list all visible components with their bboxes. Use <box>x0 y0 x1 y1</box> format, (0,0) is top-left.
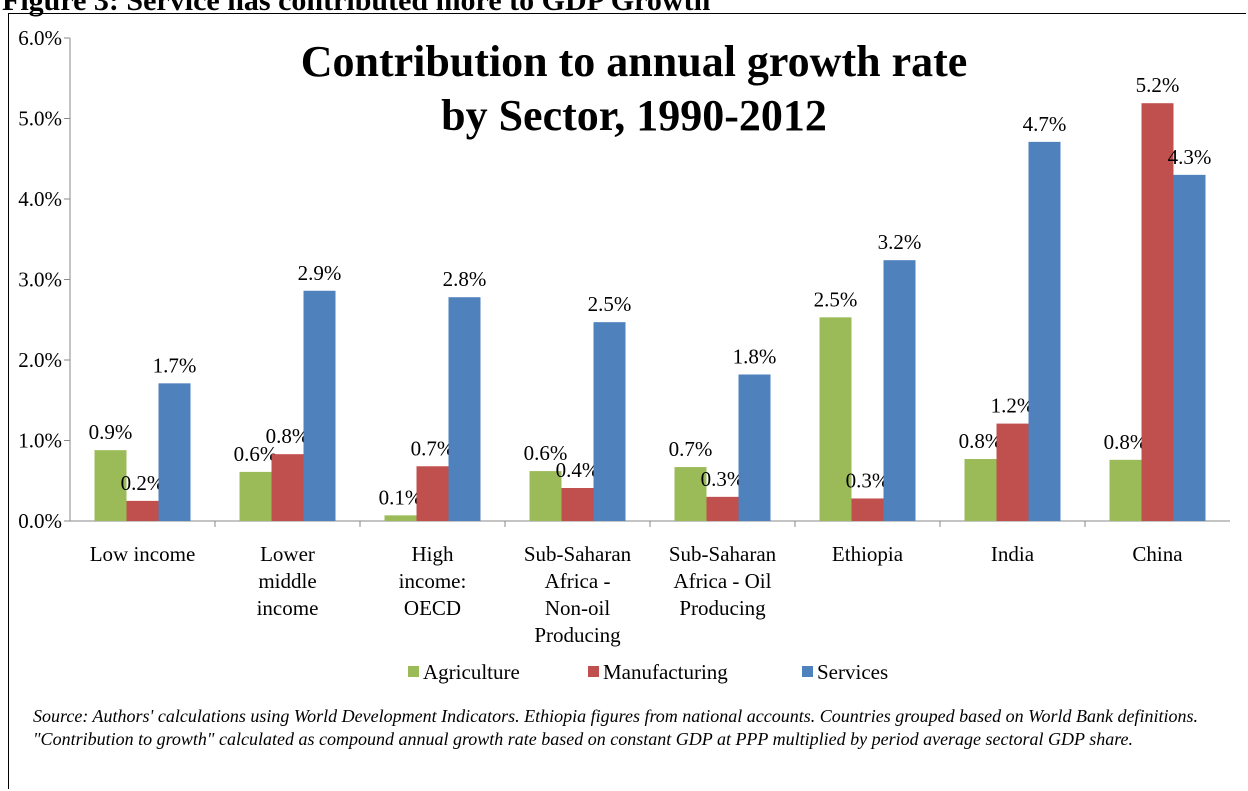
data-label: 0.6% <box>524 441 568 465</box>
data-label: 0.8% <box>266 424 310 448</box>
bar-agriculture <box>529 471 562 521</box>
bar-agriculture <box>964 459 997 521</box>
bar-agriculture <box>819 317 852 521</box>
chart-frame <box>8 13 1246 789</box>
y-tick-label: 4.0% <box>18 187 62 211</box>
y-tick-label: 2.0% <box>18 348 62 372</box>
x-category-label: Ethiopia <box>832 542 904 566</box>
data-label: 2.8% <box>443 267 487 291</box>
bar-services <box>303 290 336 521</box>
x-category-label: Sub-Saharan <box>524 542 632 566</box>
bar-manufacturing <box>706 496 739 521</box>
bar-services <box>1173 174 1206 521</box>
bar-agriculture <box>239 471 272 521</box>
bar-services <box>738 374 771 521</box>
source-note: Source: Authors' calculations using Worl… <box>33 706 1198 749</box>
data-label: 0.4% <box>556 458 600 482</box>
bar-manufacturing <box>851 498 884 521</box>
bar-services <box>593 322 626 521</box>
x-category-label: High <box>412 542 455 566</box>
y-tick-label: 5.0% <box>18 107 62 131</box>
data-label: 0.7% <box>669 437 713 461</box>
data-label: 1.8% <box>733 344 777 368</box>
data-label: 4.3% <box>1168 145 1212 169</box>
data-label: 1.7% <box>153 353 197 377</box>
bar-agriculture <box>674 467 707 521</box>
bar-services <box>448 297 481 521</box>
data-label: 0.9% <box>89 420 133 444</box>
data-label: 0.7% <box>411 436 455 460</box>
legend-label: Manufacturing <box>603 660 728 684</box>
x-category-label: income: <box>399 569 467 593</box>
data-label: 2.9% <box>298 261 342 285</box>
x-category-label: Sub-Saharan <box>669 542 777 566</box>
chart-title-line-1: Contribution to annual growth rate <box>301 37 968 86</box>
y-tick-label: 1.0% <box>18 429 62 453</box>
legend-label: Services <box>817 660 888 684</box>
y-tick-label: 0.0% <box>18 509 62 533</box>
legend-swatch-manufacturing <box>588 666 599 677</box>
x-category-label: Africa - <box>545 569 611 593</box>
bar-chart: Contribution to annual growth rate by Se… <box>18 26 1230 684</box>
legend: Agriculture Manufacturing Services <box>408 660 888 684</box>
x-category-label: middle <box>258 569 316 593</box>
bar-agriculture <box>1109 459 1142 521</box>
chart-title-line-2: by Sector, 1990-2012 <box>441 91 827 140</box>
y-tick-label: 6.0% <box>18 26 62 50</box>
bar-services <box>158 383 191 521</box>
x-category-label: Low income <box>90 542 196 566</box>
bar-agriculture <box>94 450 127 521</box>
bar-manufacturing <box>561 487 594 521</box>
x-category-label: India <box>991 542 1035 566</box>
x-category-label: China <box>1132 542 1183 566</box>
bar-manufacturing <box>996 423 1029 521</box>
data-label: 1.2% <box>991 394 1035 418</box>
data-label: 5.2% <box>1136 73 1180 97</box>
y-tick-label: 3.0% <box>18 268 62 292</box>
data-label: 3.2% <box>878 230 922 254</box>
legend-swatch-agriculture <box>408 666 419 677</box>
figure-heading: Figure 3: Service has contributed more t… <box>2 0 711 17</box>
x-category-label: OECD <box>404 596 461 620</box>
bar-manufacturing <box>1141 103 1174 521</box>
bar-manufacturing <box>416 466 449 521</box>
data-label: 0.1% <box>379 485 423 509</box>
data-label: 0.3% <box>701 467 745 491</box>
x-category-label: Producing <box>679 596 766 620</box>
data-label: 0.8% <box>959 429 1003 453</box>
data-label: 4.7% <box>1023 112 1067 136</box>
x-category-label: Lower <box>260 542 315 566</box>
bar-agriculture <box>384 515 417 521</box>
bar-manufacturing <box>126 500 159 521</box>
data-label: 0.3% <box>846 468 890 492</box>
bar-manufacturing <box>271 454 304 521</box>
x-category-label: income <box>257 596 319 620</box>
x-category-label: Non-oil <box>545 596 610 620</box>
x-category-label: Africa - Oil <box>674 569 772 593</box>
data-label: 0.2% <box>121 471 165 495</box>
data-label: 2.5% <box>814 287 858 311</box>
bar-services <box>883 260 916 521</box>
x-category-label: Producing <box>534 623 621 647</box>
data-label: 2.5% <box>588 292 632 316</box>
plot-area: 0.0% 1.0% 2.0% 3.0% 4.0% 5.0% 6.0% 0.9% 0.2% 1.7%… <box>18 26 1230 647</box>
legend-swatch-services <box>802 666 813 677</box>
data-label: 0.6% <box>234 442 278 466</box>
bar-services <box>1028 141 1061 521</box>
legend-label: Agriculture <box>423 660 520 684</box>
data-label: 0.8% <box>1104 430 1148 454</box>
